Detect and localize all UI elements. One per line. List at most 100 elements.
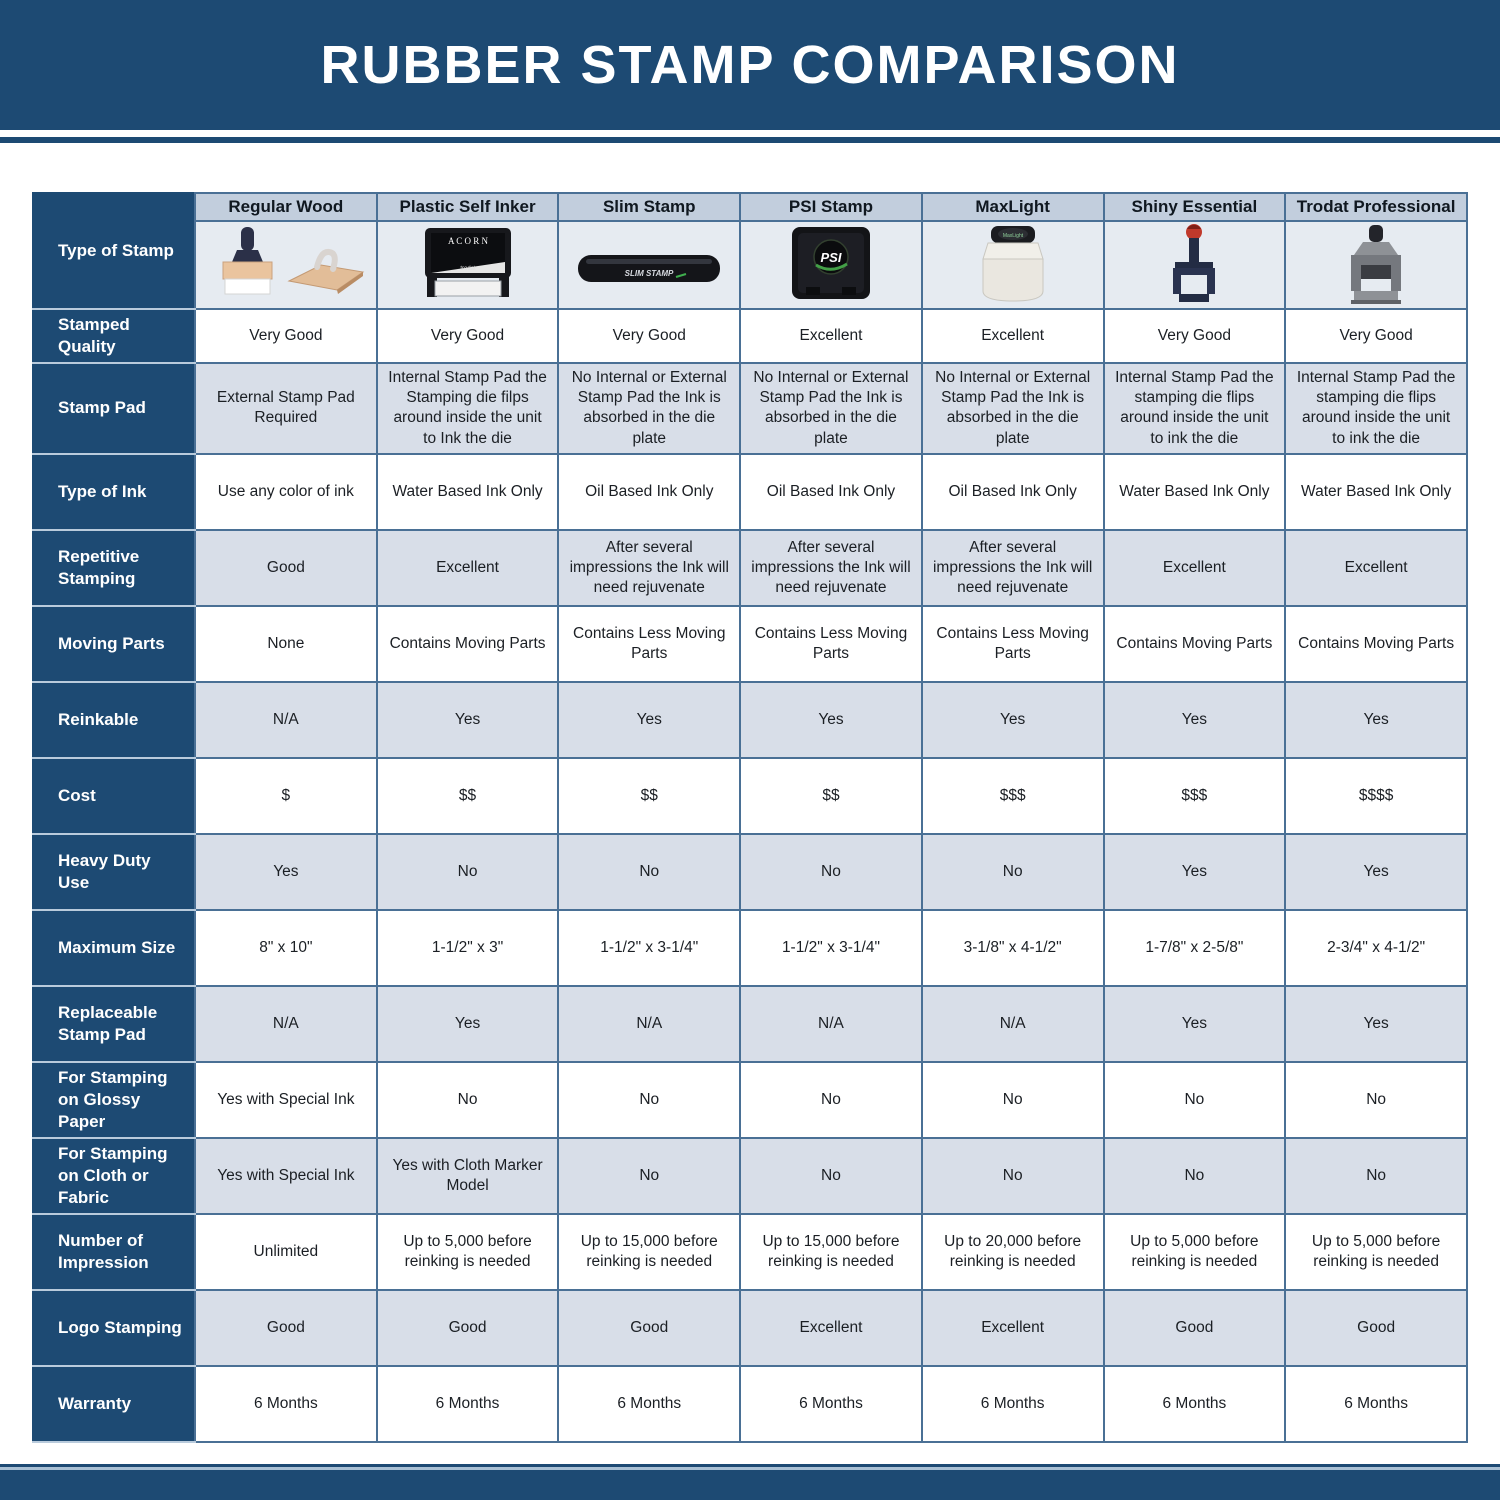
cell-warranty-shiny-essential: 6 Months <box>1102 1365 1287 1444</box>
cell-for-stamping-on-glossy-paper-trodat-professional: No <box>1284 1060 1468 1140</box>
footer-divider-light <box>0 1467 1500 1470</box>
page-title: RUBBER STAMP COMPARISON <box>320 35 1180 95</box>
row-label-for-stamping-on-cloth-or-fabric: For Stamping on Cloth or Fabric <box>32 1137 196 1216</box>
cell-repetitive-stamping-shiny-essential: Excellent <box>1102 528 1287 607</box>
cell-moving-parts-shiny-essential: Contains Moving Parts <box>1102 604 1287 683</box>
cell-reinkable-maxlight: Yes <box>920 680 1105 759</box>
cell-cost-regular-wood: $ <box>194 756 378 835</box>
cell-logo-stamping-plastic-self-inker: Good <box>375 1289 560 1368</box>
cell-type-of-ink-plastic-self-inker: Water Based Ink Only <box>375 452 560 531</box>
cell-replaceable-stamp-pad-shiny-essential: Yes <box>1102 984 1287 1063</box>
cell-type-of-ink-maxlight: Oil Based Ink Only <box>920 452 1105 531</box>
table-row-for-stamping-on-glossy-paper: For Stamping on Glossy Paper Yes with Spe… <box>32 1060 1468 1140</box>
cell-heavy-duty-use-shiny-essential: Yes <box>1102 832 1287 911</box>
table-row-repetitive-stamping: Repetitive Stamping Good Excellent After se… <box>32 528 1468 607</box>
row-label-heavy-duty-use: Heavy Duty Use <box>32 832 196 911</box>
row-label-number-of-impression: Number of Impression <box>32 1213 196 1292</box>
column-header-maxlight: MaxLight <box>920 192 1105 222</box>
row-label-logo-stamping: Logo Stamping <box>32 1289 196 1368</box>
shiny-essential-stamp-image <box>1105 223 1285 307</box>
cell-stamp-pad-psi-stamp: No Internal or External Stamp Pad the In… <box>739 362 923 455</box>
cell-logo-stamping-maxlight: Excellent <box>920 1289 1105 1368</box>
cell-number-of-impression-shiny-essential: Up to 5,000 before reinking is needed <box>1102 1213 1287 1292</box>
table-row-reinkable: Reinkable N/A Yes Yes Yes Yes Yes Yes <box>32 680 1468 759</box>
svg-text:A C O R N: A C O R N <box>448 236 489 246</box>
cell-warranty-psi-stamp: 6 Months <box>739 1365 923 1444</box>
table-row-number-of-impression: Number of Impression Unlimited Up to 5,000… <box>32 1213 1468 1292</box>
cell-type-of-ink-trodat-professional: Water Based Ink Only <box>1284 452 1468 531</box>
column-header-trodat-professional: Trodat Professional <box>1284 192 1468 222</box>
cell-maximum-size-regular-wood: 8" x 10" <box>194 908 378 987</box>
cell-reinkable-plastic-self-inker: Yes <box>375 680 560 759</box>
svg-text:MaxLight: MaxLight <box>1003 233 1024 239</box>
cell-warranty-trodat-professional: 6 Months <box>1284 1365 1468 1444</box>
cell-maximum-size-slim-stamp: 1-1/2" x 3-1/4" <box>557 908 742 987</box>
footer-divider-dark <box>0 1464 1500 1467</box>
cell-number-of-impression-regular-wood: Unlimited <box>194 1213 378 1292</box>
table-row-replaceable-stamp-pad: Replaceable Stamp Pad N/A Yes N/A N/A N/A Yes Y… <box>32 984 1468 1063</box>
row-label-moving-parts: Moving Parts <box>32 604 196 683</box>
page-footer <box>0 1464 1500 1500</box>
cell-logo-stamping-slim-stamp: Good <box>557 1289 742 1368</box>
page-header: RUBBER STAMP COMPARISON <box>0 0 1500 130</box>
cell-stamped-quality-psi-stamp: Excellent <box>739 307 923 365</box>
cell-number-of-impression-plastic-self-inker: Up to 5,000 before reinking is needed <box>375 1213 560 1292</box>
cell-moving-parts-plastic-self-inker: Contains Moving Parts <box>375 604 560 683</box>
cell-maximum-size-plastic-self-inker: 1-1/2" x 3" <box>375 908 560 987</box>
cell-stamp-pad-shiny-essential: Internal Stamp Pad the stamping die flip… <box>1102 362 1287 455</box>
cell-logo-stamping-shiny-essential: Good <box>1102 1289 1287 1368</box>
cell-stamp-pad-regular-wood: External Stamp Pad Required <box>194 362 378 455</box>
row-label-type-of-ink: Type of Ink <box>32 452 196 531</box>
corner-label: Type of Stamp <box>32 192 196 310</box>
cell-stamped-quality-plastic-self-inker: Very Good <box>375 307 560 365</box>
row-label-replaceable-stamp-pad: Replaceable Stamp Pad <box>32 984 196 1063</box>
cell-cost-maxlight: $$$ <box>920 756 1105 835</box>
cell-heavy-duty-use-regular-wood: Yes <box>194 832 378 911</box>
cell-stamp-pad-slim-stamp: No Internal or External Stamp Pad the In… <box>557 362 742 455</box>
row-label-cost: Cost <box>32 756 196 835</box>
cell-reinkable-psi-stamp: Yes <box>739 680 923 759</box>
cell-reinkable-regular-wood: N/A <box>194 680 378 759</box>
cell-stamped-quality-shiny-essential: Very Good <box>1102 307 1287 365</box>
cell-repetitive-stamping-regular-wood: Good <box>194 528 378 607</box>
cell-replaceable-stamp-pad-plastic-self-inker: Yes <box>375 984 560 1063</box>
cell-type-of-ink-slim-stamp: Oil Based Ink Only <box>557 452 742 531</box>
table-head: Type of Stamp Regular Wood Plastic Self In… <box>32 192 1468 310</box>
cell-number-of-impression-psi-stamp: Up to 15,000 before reinking is needed <box>739 1213 923 1292</box>
svg-text:SLIM STAMP: SLIM STAMP <box>625 269 674 278</box>
cell-warranty-slim-stamp: 6 Months <box>557 1365 742 1444</box>
row-label-repetitive-stamping: Repetitive Stamping <box>32 528 196 607</box>
cell-moving-parts-trodat-professional: Contains Moving Parts <box>1284 604 1468 683</box>
row-label-warranty: Warranty <box>32 1365 196 1444</box>
cell-for-stamping-on-cloth-or-fabric-regular-wood: Yes with Special Ink <box>194 1137 378 1216</box>
header-divider <box>0 137 1500 143</box>
cell-warranty-regular-wood: 6 Months <box>194 1365 378 1444</box>
cell-maximum-size-shiny-essential: 1-7/8" x 2-5/8" <box>1102 908 1287 987</box>
cell-stamp-pad-trodat-professional: Internal Stamp Pad the stamping die flip… <box>1284 362 1468 455</box>
cell-type-of-ink-regular-wood: Use any color of ink <box>194 452 378 531</box>
cell-cost-plastic-self-inker: $$ <box>375 756 560 835</box>
cell-heavy-duty-use-psi-stamp: No <box>739 832 923 911</box>
column-header-shiny-essential: Shiny Essential <box>1102 192 1287 222</box>
cell-for-stamping-on-cloth-or-fabric-trodat-professional: No <box>1284 1137 1468 1216</box>
table-container: Type of Stamp Regular Wood Plastic Self In… <box>32 192 1468 1444</box>
cell-heavy-duty-use-plastic-self-inker: No <box>375 832 560 911</box>
footer-bar <box>0 1470 1500 1500</box>
cell-replaceable-stamp-pad-trodat-professional: Yes <box>1284 984 1468 1063</box>
cell-for-stamping-on-cloth-or-fabric-maxlight: No <box>920 1137 1105 1216</box>
table-row-maximum-size: Maximum Size 8" x 10" 1-1/2" x 3" 1-1/2" x … <box>32 908 1468 987</box>
cell-for-stamping-on-cloth-or-fabric-psi-stamp: No <box>739 1137 923 1216</box>
cell-heavy-duty-use-slim-stamp: No <box>557 832 742 911</box>
table-row-for-stamping-on-cloth-or-fabric: For Stamping on Cloth or Fabric Yes with … <box>32 1137 1468 1216</box>
cell-number-of-impression-maxlight: Up to 20,000 before reinking is needed <box>920 1213 1105 1292</box>
cell-for-stamping-on-cloth-or-fabric-plastic-self-inker: Yes with Cloth Marker Model <box>375 1137 560 1216</box>
cell-repetitive-stamping-maxlight: After several impressions the Ink will n… <box>920 528 1105 607</box>
regular-wood-stamp-image <box>196 223 376 307</box>
cell-maximum-size-psi-stamp: 1-1/2" x 3-1/4" <box>739 908 923 987</box>
cell-repetitive-stamping-trodat-professional: Excellent <box>1284 528 1468 607</box>
cell-for-stamping-on-glossy-paper-shiny-essential: No <box>1102 1060 1287 1140</box>
svg-text:trodat: trodat <box>460 266 476 272</box>
column-header-regular-wood: Regular Wood <box>194 192 378 222</box>
cell-repetitive-stamping-slim-stamp: After several impressions the Ink will n… <box>557 528 742 607</box>
row-label-stamped-quality: Stamped Quality <box>32 307 196 365</box>
